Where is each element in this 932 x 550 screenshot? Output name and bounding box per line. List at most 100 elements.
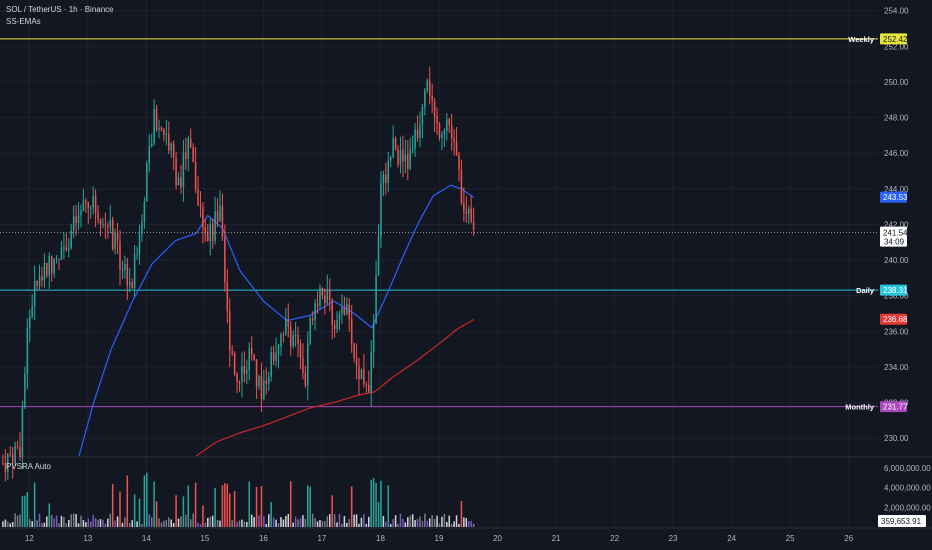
volume-bar (392, 518, 394, 527)
candle-body (467, 208, 470, 214)
volume-bar (250, 514, 253, 527)
candle-body (263, 380, 265, 400)
candle-body (421, 107, 424, 125)
volume-bar (197, 522, 199, 527)
last-price-badge-bg (880, 226, 907, 247)
candle-body (182, 152, 185, 188)
volume-bar (458, 523, 460, 527)
candle-body (197, 189, 199, 206)
candle-body (36, 280, 38, 286)
volume-bar (375, 482, 377, 527)
indicator-legend-emas[interactable]: SS-EMAs (6, 17, 41, 26)
candle-body (187, 138, 190, 159)
volume-bar (89, 521, 92, 527)
volume-bar (9, 523, 11, 527)
candle-body (338, 313, 341, 320)
candle-body (24, 373, 26, 408)
candle-body (165, 134, 168, 136)
volume-bar (38, 513, 41, 527)
volume-bar (328, 514, 331, 527)
volume-bar (341, 523, 343, 527)
volume-bar (270, 502, 272, 527)
volume-bar (448, 515, 450, 527)
candle-body (433, 101, 436, 117)
candle-body (307, 343, 309, 386)
volume-bar (60, 515, 63, 527)
candle-body (409, 149, 411, 169)
volume-bar (138, 498, 141, 527)
candle-body (387, 160, 390, 183)
indicator-legend-pvsra[interactable]: PVSRA Auto (6, 462, 51, 471)
candle-body (16, 446, 19, 448)
candle-body (360, 369, 363, 380)
level-badge-weekly: 252.42 (883, 35, 908, 44)
candle-body (189, 138, 192, 148)
candle-body (163, 129, 165, 135)
candle-body (141, 221, 143, 235)
candle-body (348, 304, 351, 320)
volume-bar (387, 485, 390, 527)
candle-body (328, 289, 331, 300)
candle-body (55, 258, 58, 260)
candle-body (426, 80, 429, 91)
time-tick-label: 19 (435, 534, 444, 543)
time-tick-label: 22 (610, 534, 619, 543)
volume-bar (97, 519, 99, 527)
candle-body (416, 129, 419, 138)
volume-bar (277, 523, 280, 527)
candle-body (14, 446, 16, 464)
volume-bar (265, 524, 268, 527)
candle-body (419, 124, 421, 138)
volume-bar (228, 493, 231, 527)
volume-bar (470, 520, 472, 527)
candle-body (372, 323, 375, 352)
volume-bar (409, 515, 411, 527)
symbol-title: SOL / TetherUS · 1h · Binance (6, 5, 114, 14)
candle-body (158, 127, 160, 130)
candle-body (265, 380, 268, 384)
candle-body (292, 335, 294, 347)
volume-bar (150, 517, 153, 527)
candle-body (407, 154, 409, 169)
volume-bar (168, 517, 170, 527)
volume-bar (55, 515, 58, 527)
time-tick-label: 24 (727, 534, 736, 543)
volume-bar (48, 503, 51, 527)
candle-body (77, 215, 80, 224)
candle-body (463, 203, 465, 212)
candle-body (438, 123, 441, 138)
volume-bar (414, 520, 416, 527)
volume-bar (463, 517, 465, 527)
volume-bar (260, 485, 263, 527)
volume-bar (14, 513, 16, 527)
volume-bar (136, 521, 138, 527)
candle-body (194, 162, 197, 190)
countdown-badge: 34:09 (884, 238, 905, 247)
volume-bar (102, 519, 104, 527)
candle-body (236, 373, 238, 382)
candle-body (316, 303, 319, 307)
volume-bar (433, 518, 436, 527)
level-label-daily: Daily (856, 286, 875, 295)
candle-body (246, 369, 248, 374)
candle-body (336, 319, 338, 330)
volume-bar (185, 514, 187, 527)
volume-bar (241, 519, 243, 527)
volume-bar (36, 520, 38, 527)
volume-bar (182, 496, 185, 527)
volume-bar (219, 520, 221, 527)
volume-bar (246, 521, 248, 527)
candle-body (128, 282, 131, 286)
candle-body (7, 453, 9, 472)
volume-bar (243, 521, 246, 527)
volume-bar (258, 515, 260, 527)
candle-body (380, 183, 382, 237)
level-badge-monthly: 231.77 (883, 403, 908, 412)
candle-body (304, 372, 307, 386)
volume-bar (280, 517, 282, 527)
time-tick-label: 25 (786, 534, 795, 543)
volume-bar (294, 516, 297, 527)
candle-body (470, 208, 472, 222)
candle-body (89, 208, 92, 210)
